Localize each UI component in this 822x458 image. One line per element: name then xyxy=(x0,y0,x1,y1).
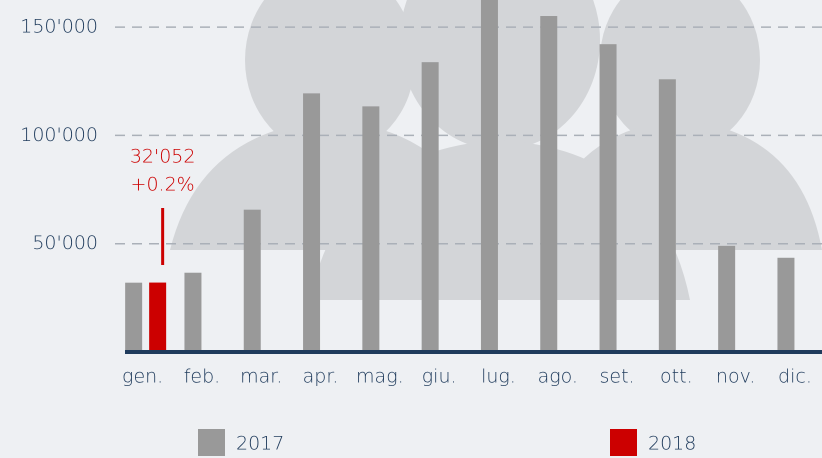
x-tick-label: giu. xyxy=(422,366,457,388)
x-tick-label: nov. xyxy=(716,366,755,388)
bar xyxy=(540,16,557,352)
y-tick-label: 50'000 xyxy=(32,232,98,254)
x-tick-label: ott. xyxy=(660,366,693,388)
bar xyxy=(125,283,142,352)
page: 50'000 100'000 150'000 gen. 32'052 +0.2% feb. m… xyxy=(0,0,822,458)
value-label: 32'052 xyxy=(130,146,196,168)
bar xyxy=(149,283,166,352)
bar xyxy=(600,44,617,352)
bar xyxy=(244,210,261,352)
bar xyxy=(362,106,379,352)
bar xyxy=(481,0,498,352)
bar xyxy=(422,62,439,352)
x-tick-label: set. xyxy=(600,366,635,388)
legend-label: 2017 xyxy=(236,433,284,455)
bar xyxy=(718,246,735,352)
x-tick-label: mar. xyxy=(240,366,282,388)
bar xyxy=(303,93,320,352)
legend-label: 2018 xyxy=(648,433,696,455)
annotation: +0.2% xyxy=(131,174,195,196)
x-tick-label: gen. xyxy=(122,366,163,388)
x-tick-label: dic. xyxy=(778,366,812,388)
bar xyxy=(659,79,676,352)
legend-swatch xyxy=(610,429,637,456)
x-tick-label: apr. xyxy=(303,366,339,388)
y-tick-label: 150'000 xyxy=(20,16,98,38)
x-tick-label: feb. xyxy=(184,366,220,388)
x-tick-label: mag. xyxy=(356,366,404,388)
y-tick-label: 100'000 xyxy=(20,124,98,146)
bar xyxy=(777,258,794,352)
bar xyxy=(184,273,201,352)
chart: 50'000 100'000 150'000 gen. 32'052 +0.2% feb. m… xyxy=(0,0,822,458)
x-tick-label: ago. xyxy=(538,366,578,388)
x-tick-label: lug. xyxy=(481,366,516,388)
legend-swatch xyxy=(198,429,225,456)
